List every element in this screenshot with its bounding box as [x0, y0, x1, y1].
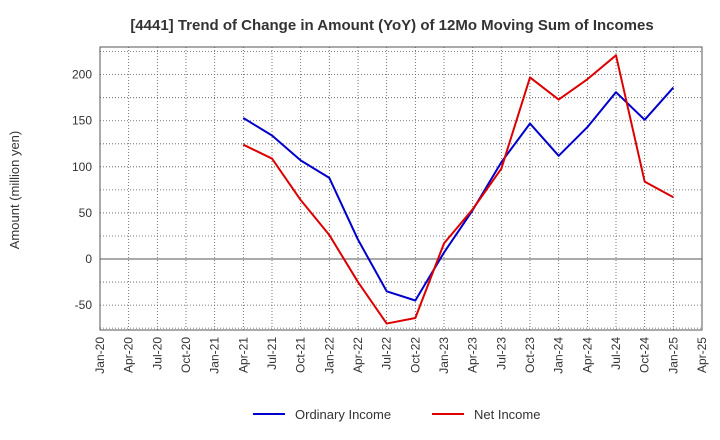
x-tick-label: Jan-20	[93, 337, 107, 374]
x-tick-label: Jan-23	[437, 337, 451, 374]
chart-title: [4441] Trend of Change in Amount (YoY) o…	[130, 17, 653, 34]
grid	[99, 47, 703, 330]
y-tick-label: 0	[85, 252, 92, 266]
y-axis-label: Amount (million yen)	[7, 131, 22, 250]
plot-area	[99, 46, 703, 331]
x-axis: Jan-20 Apr-20 Jul-20 Oct-20 Jan-21 Apr-21 Jul-…	[93, 337, 709, 374]
legend: Ordinary Income Net Income	[253, 407, 540, 422]
series-line-1	[242, 54, 674, 325]
legend-label: Net Income	[474, 407, 540, 422]
legend-label: Ordinary Income	[295, 407, 391, 422]
x-tick-label: Jul-24	[609, 337, 623, 370]
x-tick-label: Oct-23	[523, 337, 537, 373]
x-tick-label: Oct-20	[179, 337, 193, 373]
x-tick-label: Oct-24	[638, 337, 652, 373]
x-tick-label: Jan-22	[322, 337, 336, 374]
y-tick-label: 150	[72, 114, 92, 128]
y-tick-label: -50	[75, 298, 93, 312]
y-tick-label: 100	[72, 160, 92, 174]
x-tick-label: Jan-24	[552, 337, 566, 374]
x-tick-label: Oct-21	[294, 337, 308, 373]
x-tick-label: Jul-23	[494, 337, 508, 370]
series-group	[242, 54, 675, 325]
x-tick-label: Apr-24	[580, 337, 594, 373]
x-tick-label: Jan-25	[666, 337, 680, 374]
y-tick-label: 50	[79, 206, 93, 220]
x-tick-label: Apr-21	[236, 337, 250, 373]
x-tick-label: Oct-22	[408, 337, 422, 373]
x-tick-label: Jan-21	[208, 337, 222, 374]
x-tick-label: Jul-22	[380, 337, 394, 370]
y-tick-label: 200	[72, 68, 92, 82]
y-axis: -50 0 50 100 150 200	[72, 68, 92, 312]
series-line-0	[242, 86, 675, 302]
x-tick-label: Apr-25	[695, 337, 709, 373]
x-tick-label: Apr-20	[122, 337, 136, 373]
x-tick-label: Apr-22	[351, 337, 365, 373]
x-tick-label: Jul-21	[265, 337, 279, 370]
x-tick-label: Apr-23	[466, 337, 480, 373]
x-tick-label: Jul-20	[150, 337, 164, 370]
